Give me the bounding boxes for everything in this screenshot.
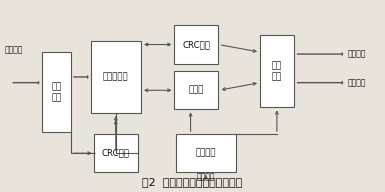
- Text: 控制信号: 控制信号: [348, 78, 367, 87]
- Bar: [42, 52, 71, 132]
- Text: CRC产生: CRC产生: [182, 40, 210, 49]
- Bar: [91, 41, 141, 113]
- Text: 存储器: 存储器: [189, 86, 204, 95]
- Bar: [174, 26, 218, 64]
- Bar: [174, 71, 218, 109]
- Bar: [94, 134, 138, 172]
- Text: 回复数据: 回复数据: [348, 50, 367, 59]
- Text: 时钟分频: 时钟分频: [196, 149, 216, 158]
- Text: CRC校验: CRC校验: [102, 149, 130, 158]
- Text: 命令信号: 命令信号: [5, 46, 23, 55]
- Text: 状态机模块: 状态机模块: [103, 72, 129, 81]
- Bar: [259, 35, 294, 108]
- Text: 全局时钟: 全局时钟: [197, 173, 215, 182]
- Text: 图2  标签数字部分系统结构框图: 图2 标签数字部分系统结构框图: [142, 177, 243, 188]
- Text: 译码
模块: 译码 模块: [51, 83, 62, 102]
- Text: 编码
模块: 编码 模块: [272, 61, 282, 81]
- Bar: [176, 134, 236, 172]
